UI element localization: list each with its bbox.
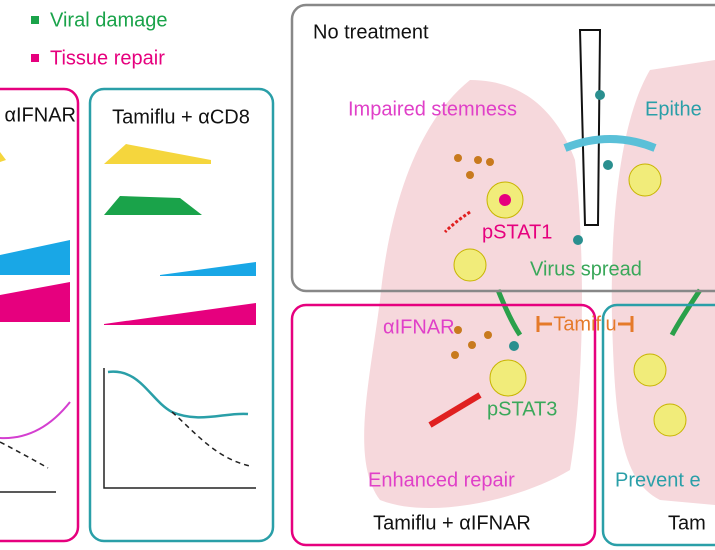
arrow [428, 392, 482, 428]
trachea [578, 29, 602, 226]
curve [171, 411, 251, 467]
shape [104, 303, 256, 325]
lung [364, 80, 582, 509]
legend-swatch [31, 16, 39, 24]
arrow [495, 289, 523, 337]
arrow [669, 288, 703, 337]
panel-frame [88, 87, 275, 543]
axis [103, 368, 256, 489]
panel-frame [290, 3, 715, 293]
panel-title: αIFNAR [4, 104, 76, 126]
annotation: αIFNAR [383, 316, 455, 338]
panel-frame [290, 303, 597, 547]
curve [0, 441, 49, 469]
annotation: pSTAT3 [487, 398, 557, 420]
cells [451, 90, 687, 437]
shape [104, 196, 202, 215]
lung [611, 60, 715, 505]
panel-frame [0, 87, 80, 543]
curve [0, 401, 71, 440]
annotation: Virus spread [530, 258, 642, 280]
annotation: pSTAT1 [482, 221, 552, 243]
legend-label: Tissue repair [50, 47, 165, 69]
arrow [443, 210, 471, 234]
legend-label: Viral damage [50, 9, 167, 31]
curve [107, 370, 249, 419]
shape [0, 240, 70, 275]
panel-frame [601, 303, 715, 547]
annotation: Epithe [645, 98, 702, 120]
shape [0, 152, 6, 162]
panel-title: Tamiflu + αIFNAR [373, 512, 531, 534]
annotation: Prevent e [615, 469, 701, 491]
annotation: Enhanced repair [368, 469, 515, 491]
panel-title: No treatment [313, 21, 429, 43]
legend-swatch [31, 54, 39, 62]
shape [104, 144, 211, 164]
shape [0, 282, 70, 322]
annotation: Tamiflu [553, 313, 616, 335]
shape [160, 262, 256, 276]
panel-title: Tamiflu + αCD8 [112, 106, 250, 128]
panel-title: Tam [668, 512, 706, 534]
annotation: Impaired stemness [348, 98, 517, 120]
arrow [563, 135, 657, 152]
